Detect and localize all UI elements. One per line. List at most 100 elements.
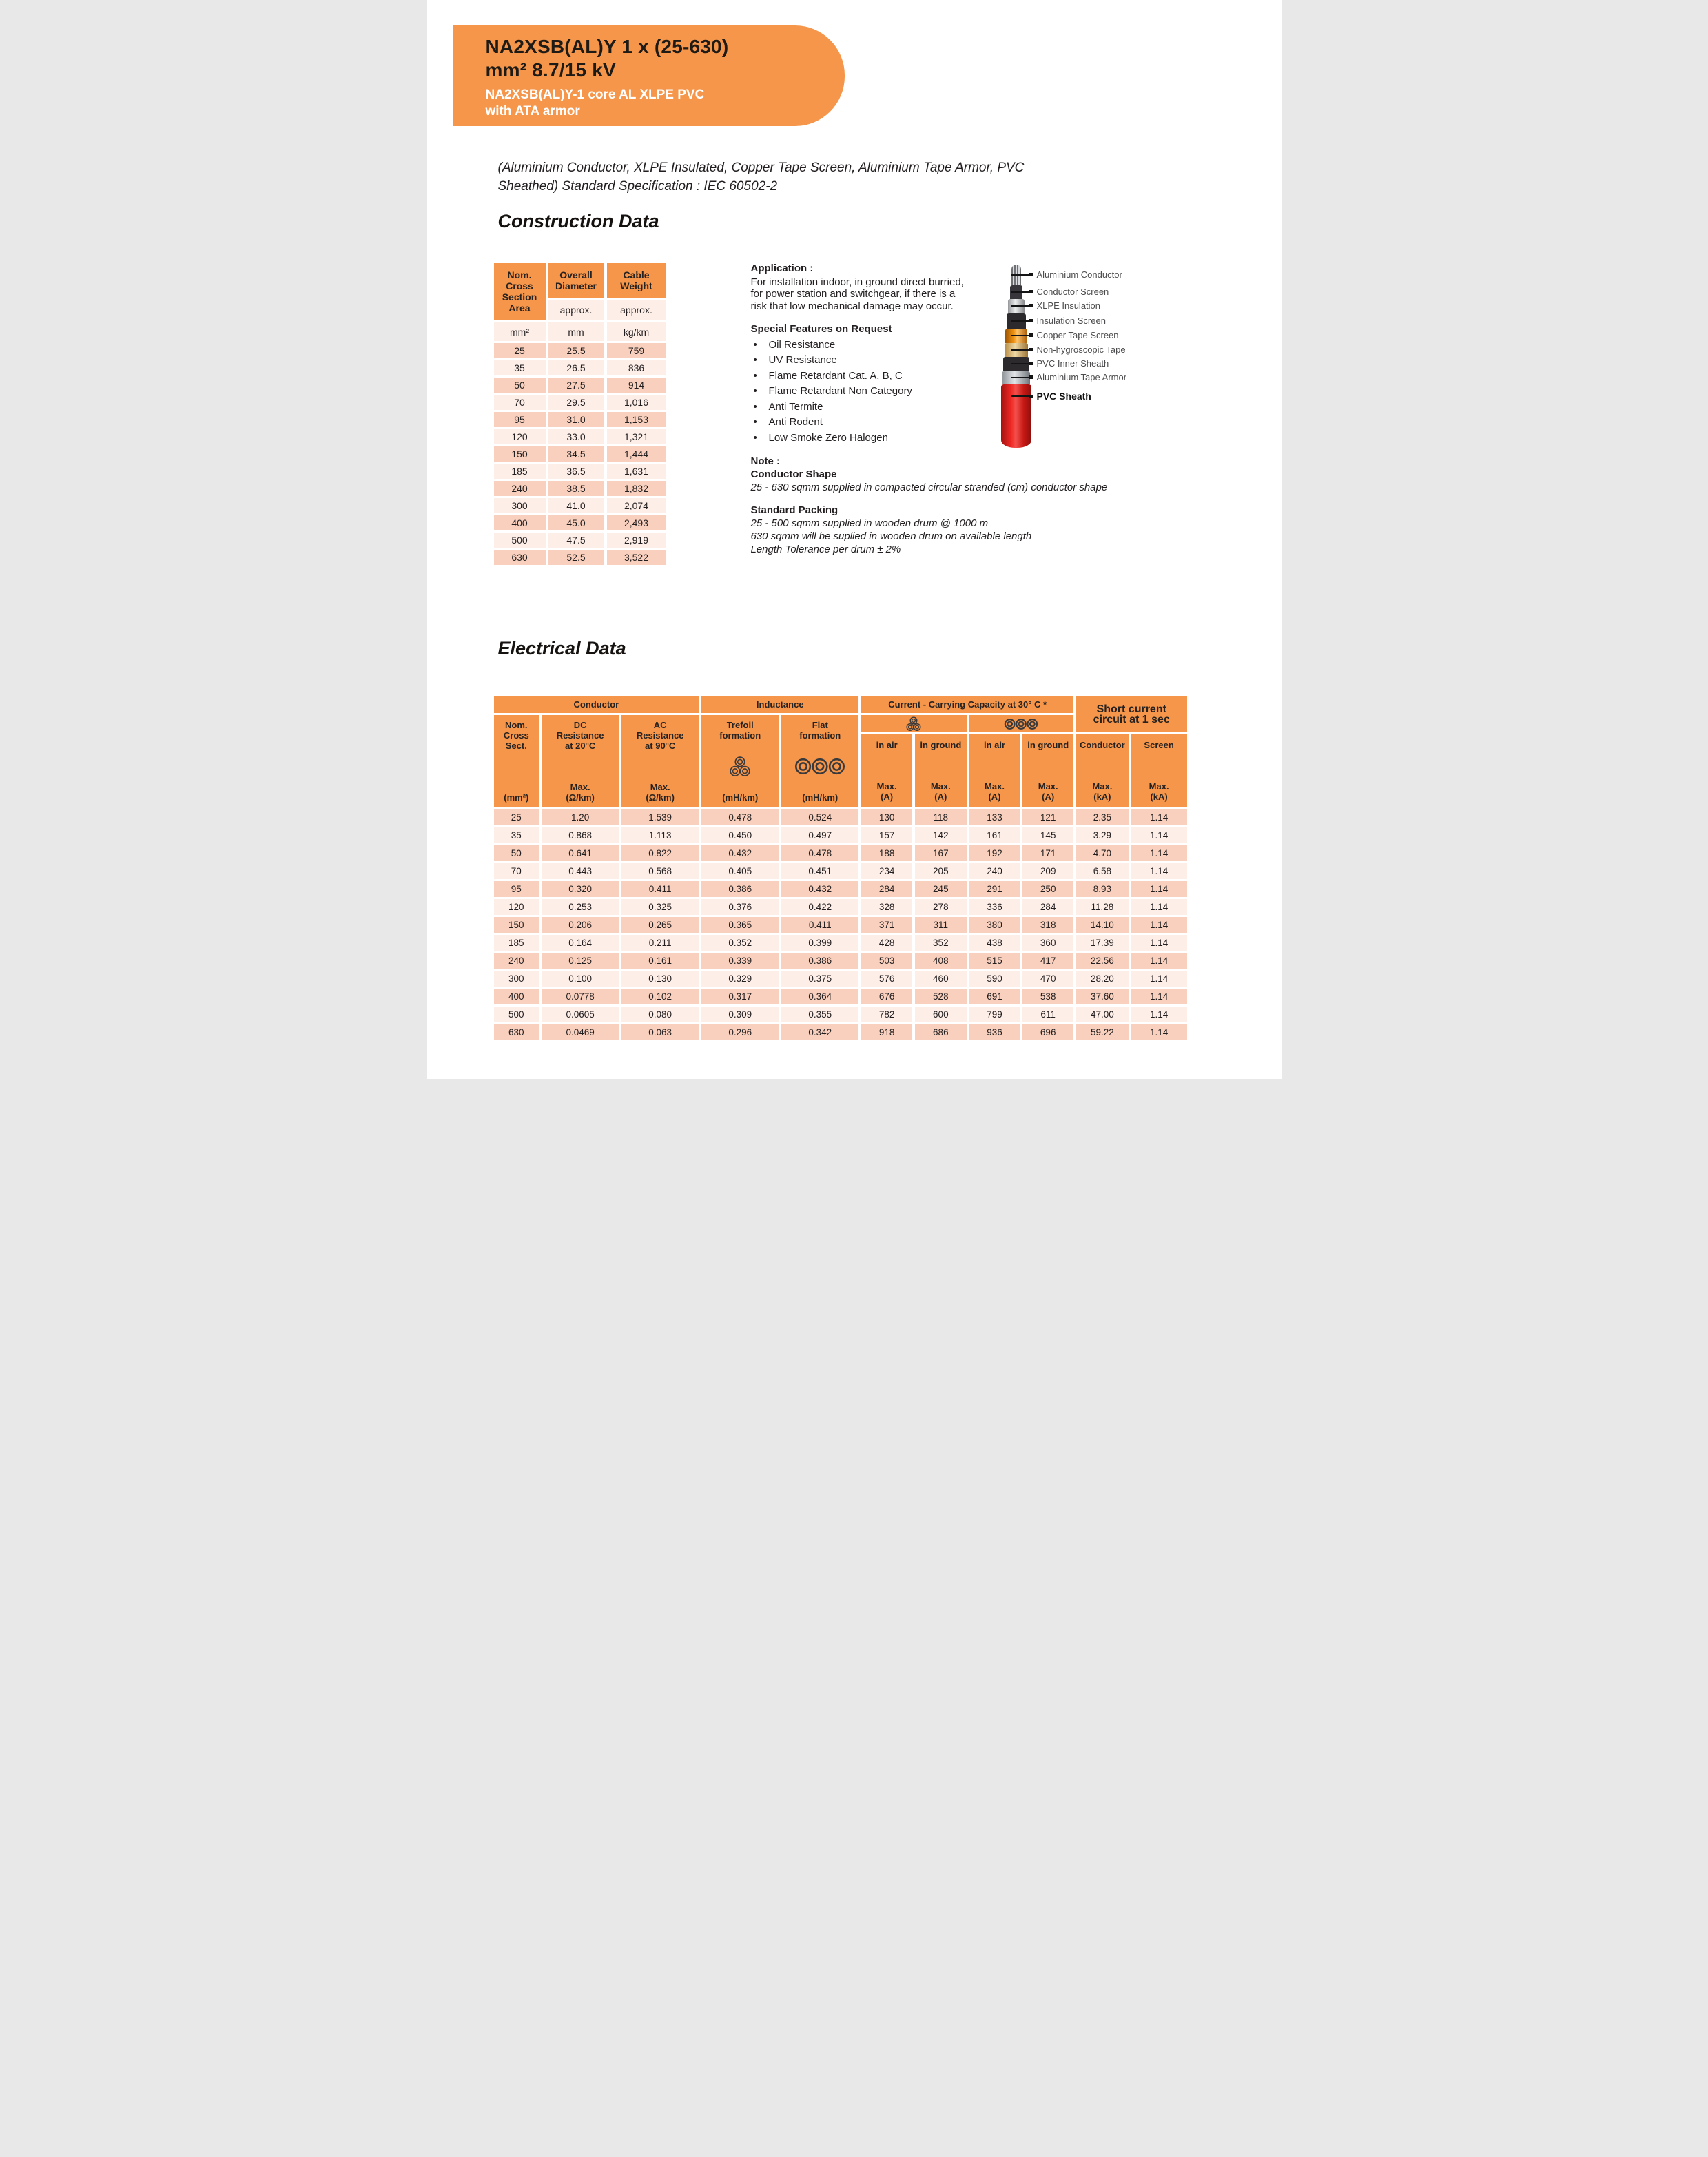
short-circuit-screen-value: 1.14 — [1131, 917, 1187, 933]
leader-bullet — [1029, 394, 1033, 398]
cable-weight-value: 759 — [606, 343, 666, 358]
xlpe-insulation-layer — [1007, 299, 1025, 313]
overall-diameter-value: 33.0 — [548, 429, 604, 444]
product-title-line1: NA2XSB(AL)Y 1 x (25-630) — [485, 36, 729, 57]
nom-cross-sect-value: 25 — [493, 809, 539, 825]
short-circuit-conductor-value: 22.56 — [1076, 953, 1129, 969]
dc-resistance-unit: Max. (Ω/km) — [566, 782, 595, 803]
nom-cross-section-value: 25 — [493, 343, 546, 358]
ac-resistance-value: 0.211 — [621, 935, 699, 951]
special-feature-item: Oil Resistance — [751, 339, 978, 351]
cable-layer-label-text: Conductor Screen — [1036, 287, 1109, 297]
trefoil-inductance-value: 0.376 — [701, 899, 779, 915]
cable-layer-label: Aluminium Tape Armor — [1011, 372, 1126, 382]
dc-resistance-value: 0.125 — [542, 953, 619, 969]
trefoil-formation-icon — [726, 745, 754, 788]
trefoil-in-ground-ampacity-value: 408 — [914, 953, 967, 969]
application-text-line: For installation indoor, in ground direc… — [750, 276, 964, 288]
construction-table-row: 50 27.5 914 — [493, 378, 666, 393]
overall-diameter-value: 52.5 — [548, 550, 604, 565]
flat-in-ground-ampacity-value: 470 — [1022, 971, 1074, 987]
dc-resistance-label: DC Resistance at 20°C — [556, 720, 604, 751]
cable-layer-label: PVC Inner Sheath — [1011, 358, 1109, 369]
construction-table-row: 240 38.5 1,832 — [493, 481, 666, 496]
flat-inductance-value: 0.478 — [781, 845, 859, 861]
column-header-overall-diameter: Overall Diameter — [548, 263, 604, 298]
application-text-line: for power station and switchgear, if the… — [750, 288, 956, 300]
ac-resistance-value: 0.080 — [621, 1007, 699, 1022]
column-header-nom-cross-sect: Nom. Cross Sect. (mm²) — [493, 715, 539, 807]
electrical-table-row: 35 0.868 1.113 0.450 0.497 157 142 161 1… — [493, 827, 1187, 843]
trefoil-inductance-value: 0.478 — [701, 809, 779, 825]
flat-in-air-ampacity-value: 590 — [969, 971, 1020, 987]
flat-inductance-value: 0.497 — [781, 827, 859, 843]
flat-inductance-value: 0.399 — [781, 935, 859, 951]
dc-resistance-value: 0.641 — [542, 845, 619, 861]
dc-resistance-value: 0.0605 — [542, 1007, 619, 1022]
nom-cross-sect-value: 70 — [493, 863, 539, 879]
dc-resistance-value: 0.253 — [542, 899, 619, 915]
construction-table-row: 300 41.0 2,074 — [493, 498, 666, 513]
trefoil-in-ground-ampacity-value: 167 — [914, 845, 967, 861]
flat-in-air-ampacity-value: 380 — [969, 917, 1020, 933]
ac-resistance-value: 0.325 — [621, 899, 699, 915]
cable-layer-label-text: Non-hygroscopic Tape — [1036, 344, 1126, 355]
ac-resistance-value: 0.102 — [621, 989, 699, 1004]
short-circuit-conductor-value: 37.60 — [1076, 989, 1129, 1004]
flat-inductance-value: 0.364 — [781, 989, 859, 1004]
trefoil-in-air-ampacity-value: 782 — [861, 1007, 912, 1022]
nom-cross-sect-unit: (mm²) — [504, 792, 529, 803]
cable-layer-label-text: PVC Inner Sheath — [1036, 358, 1109, 369]
nom-cross-sect-label: Nom. Cross Sect. — [503, 720, 529, 751]
trefoil-in-ground-ampacity-value: 311 — [914, 917, 967, 933]
cable-layer-label: Conductor Screen — [1011, 287, 1109, 297]
amp-unit: Max. (A) — [1038, 781, 1058, 802]
flat-formation-icon — [969, 715, 1074, 732]
construction-table-row: 630 52.5 3,522 — [493, 550, 666, 565]
overall-diameter-value: 29.5 — [548, 395, 604, 410]
special-feature-item: Flame Retardant Non Category — [751, 385, 978, 398]
cable-layer-label: PVC Sheath — [1011, 391, 1091, 402]
nom-cross-section-value: 70 — [493, 395, 546, 410]
electrical-table-row: 120 0.253 0.325 0.376 0.422 328 278 336 … — [493, 899, 1187, 915]
overall-diameter-value: 31.0 — [548, 412, 604, 427]
nom-cross-sect-value: 300 — [493, 971, 539, 987]
column-header-dc-resistance: DC Resistance at 20°C Max. (Ω/km) — [542, 715, 619, 807]
flat-in-air-ampacity-value: 240 — [969, 863, 1020, 879]
conductor-shape-heading: Conductor Shape — [750, 468, 837, 480]
cable-layer-label-text: PVC Sheath — [1036, 391, 1091, 402]
flat-in-ground-ampacity-value: 360 — [1022, 935, 1074, 951]
sc-screen-label: Screen — [1144, 740, 1174, 750]
dc-resistance-value: 0.100 — [542, 971, 619, 987]
cable-layer-label-text: XLPE Insulation — [1036, 300, 1101, 311]
trefoil-in-ground-ampacity-value: 600 — [914, 1007, 967, 1022]
cable-layer-label-text: Copper Tape Screen — [1036, 330, 1119, 340]
column-header-sc-conductor: Conductor Max. (kA) — [1076, 734, 1129, 807]
flat-inductance-value: 0.355 — [781, 1007, 859, 1022]
spec-description-line2: Sheathed) Standard Specification : IEC 6… — [497, 179, 778, 194]
short-circuit-conductor-value: 2.35 — [1076, 809, 1129, 825]
short-circuit-conductor-value: 11.28 — [1076, 899, 1129, 915]
group-header-conductor: Conductor — [493, 696, 699, 713]
trefoil-formation-label: Trefoil formation — [719, 720, 761, 741]
column-header-nom-cross-section: Nom. Cross Section Area — [493, 263, 546, 320]
electrical-table-row: 300 0.100 0.130 0.329 0.375 576 460 590 … — [493, 971, 1187, 987]
overall-diameter-value: 26.5 — [548, 360, 604, 375]
cable-weight-value: 1,832 — [606, 481, 666, 496]
trefoil-formation-icon — [861, 715, 967, 732]
overall-diameter-value: 36.5 — [548, 464, 604, 479]
nom-cross-sect-value: 95 — [493, 881, 539, 897]
copper-tape-screen-layer — [1005, 329, 1027, 343]
column-header-in-ground-flat: in ground Max. (A) — [1022, 734, 1074, 807]
construction-table: Nom. Cross Section Area Overall Diameter… — [493, 263, 666, 565]
trefoil-inductance-value: 0.432 — [701, 845, 779, 861]
ac-resistance-value: 0.568 — [621, 863, 699, 879]
column-header-ac-resistance: AC Resistance at 90°C Max. (Ω/km) — [621, 715, 699, 807]
short-circuit-conductor-value: 17.39 — [1076, 935, 1129, 951]
column-header-sc-screen: Screen Max. (kA) — [1131, 734, 1187, 807]
nom-cross-section-value: 185 — [493, 464, 546, 479]
cable-weight-value: 2,919 — [606, 533, 666, 548]
flat-inductance-value: 0.524 — [781, 809, 859, 825]
application-text: For installation indoor, in ground direc… — [751, 276, 978, 313]
trefoil-in-ground-ampacity-value: 118 — [914, 809, 967, 825]
